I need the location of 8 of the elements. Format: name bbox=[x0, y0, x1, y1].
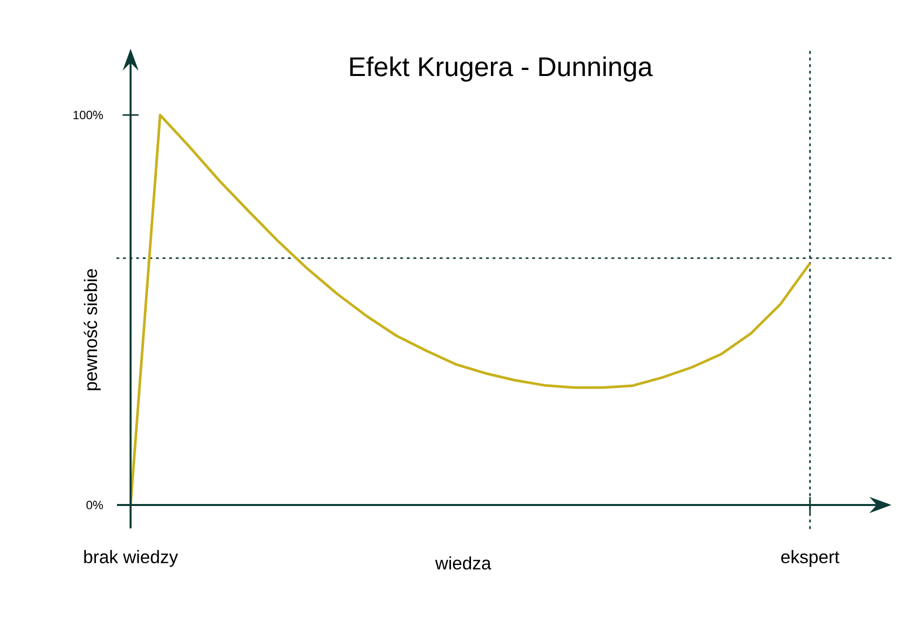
x-tick-label: ekspert bbox=[781, 550, 840, 567]
y-tick-label: 100% bbox=[74, 110, 103, 120]
chart-title: Efekt Krugera - Dunninga bbox=[350, 56, 653, 82]
x-tick-label: brak wiedzy bbox=[84, 550, 178, 567]
y-axis-title: pewność siebie bbox=[84, 269, 101, 390]
y-tick-label: 0% bbox=[86, 500, 103, 510]
x-axis-title: wiedza bbox=[435, 556, 492, 570]
line-series bbox=[129, 114, 812, 506]
